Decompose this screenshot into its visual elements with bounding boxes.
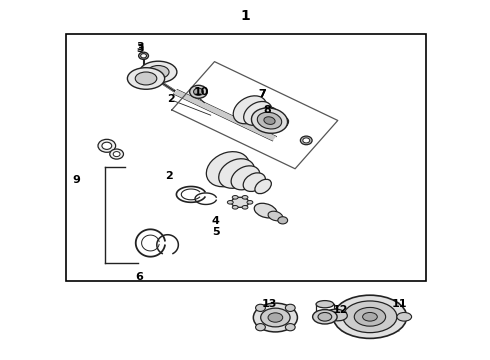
Circle shape	[102, 142, 112, 149]
Ellipse shape	[232, 206, 238, 209]
Ellipse shape	[313, 310, 337, 324]
Bar	[66, 34, 426, 281]
Circle shape	[98, 139, 116, 152]
Ellipse shape	[231, 166, 260, 190]
Ellipse shape	[242, 195, 248, 199]
Circle shape	[141, 54, 147, 58]
Text: 11: 11	[392, 299, 407, 309]
Text: 8: 8	[263, 105, 271, 115]
Text: 9: 9	[72, 175, 80, 185]
Ellipse shape	[265, 113, 282, 129]
Ellipse shape	[257, 112, 282, 129]
Circle shape	[256, 304, 266, 311]
Ellipse shape	[242, 206, 248, 209]
Ellipse shape	[318, 312, 332, 321]
Text: 13: 13	[262, 299, 277, 309]
Text: 5: 5	[212, 227, 220, 237]
Text: 10: 10	[193, 87, 209, 97]
Circle shape	[113, 152, 120, 157]
Ellipse shape	[231, 197, 249, 207]
Circle shape	[278, 217, 288, 224]
Ellipse shape	[316, 301, 334, 308]
Text: 6: 6	[136, 272, 144, 282]
Ellipse shape	[363, 312, 377, 321]
Circle shape	[190, 85, 207, 98]
Text: 4: 4	[212, 216, 220, 226]
Ellipse shape	[274, 118, 289, 131]
Circle shape	[285, 324, 295, 331]
Ellipse shape	[244, 102, 272, 125]
Ellipse shape	[268, 211, 283, 221]
Circle shape	[194, 88, 203, 95]
Ellipse shape	[254, 107, 277, 127]
Circle shape	[256, 324, 266, 331]
Text: 7: 7	[258, 89, 266, 99]
Ellipse shape	[206, 152, 249, 187]
Ellipse shape	[135, 72, 157, 85]
Circle shape	[285, 304, 295, 311]
Text: 12: 12	[333, 305, 348, 315]
Ellipse shape	[232, 195, 238, 199]
Text: 3: 3	[136, 44, 144, 54]
Ellipse shape	[326, 309, 347, 321]
Ellipse shape	[397, 312, 412, 321]
Ellipse shape	[140, 61, 177, 83]
Polygon shape	[173, 90, 276, 141]
Ellipse shape	[219, 159, 255, 188]
Ellipse shape	[268, 313, 283, 322]
Ellipse shape	[254, 203, 277, 218]
Ellipse shape	[127, 68, 165, 89]
Ellipse shape	[255, 179, 271, 194]
Text: 2: 2	[168, 94, 175, 104]
Ellipse shape	[251, 108, 288, 133]
Text: 2: 2	[165, 171, 173, 181]
Ellipse shape	[233, 96, 267, 124]
Ellipse shape	[147, 66, 169, 78]
Ellipse shape	[333, 295, 407, 338]
Circle shape	[139, 52, 148, 59]
Ellipse shape	[227, 201, 233, 204]
Ellipse shape	[261, 308, 290, 327]
Ellipse shape	[264, 117, 275, 125]
Text: 7: 7	[258, 89, 266, 99]
Ellipse shape	[354, 307, 386, 326]
Circle shape	[300, 136, 312, 145]
Ellipse shape	[343, 301, 397, 333]
Ellipse shape	[243, 173, 266, 192]
Text: 3: 3	[136, 42, 144, 52]
Circle shape	[303, 138, 310, 143]
Text: 1: 1	[240, 9, 250, 23]
Ellipse shape	[247, 201, 253, 204]
Circle shape	[110, 149, 123, 159]
Ellipse shape	[253, 303, 297, 332]
